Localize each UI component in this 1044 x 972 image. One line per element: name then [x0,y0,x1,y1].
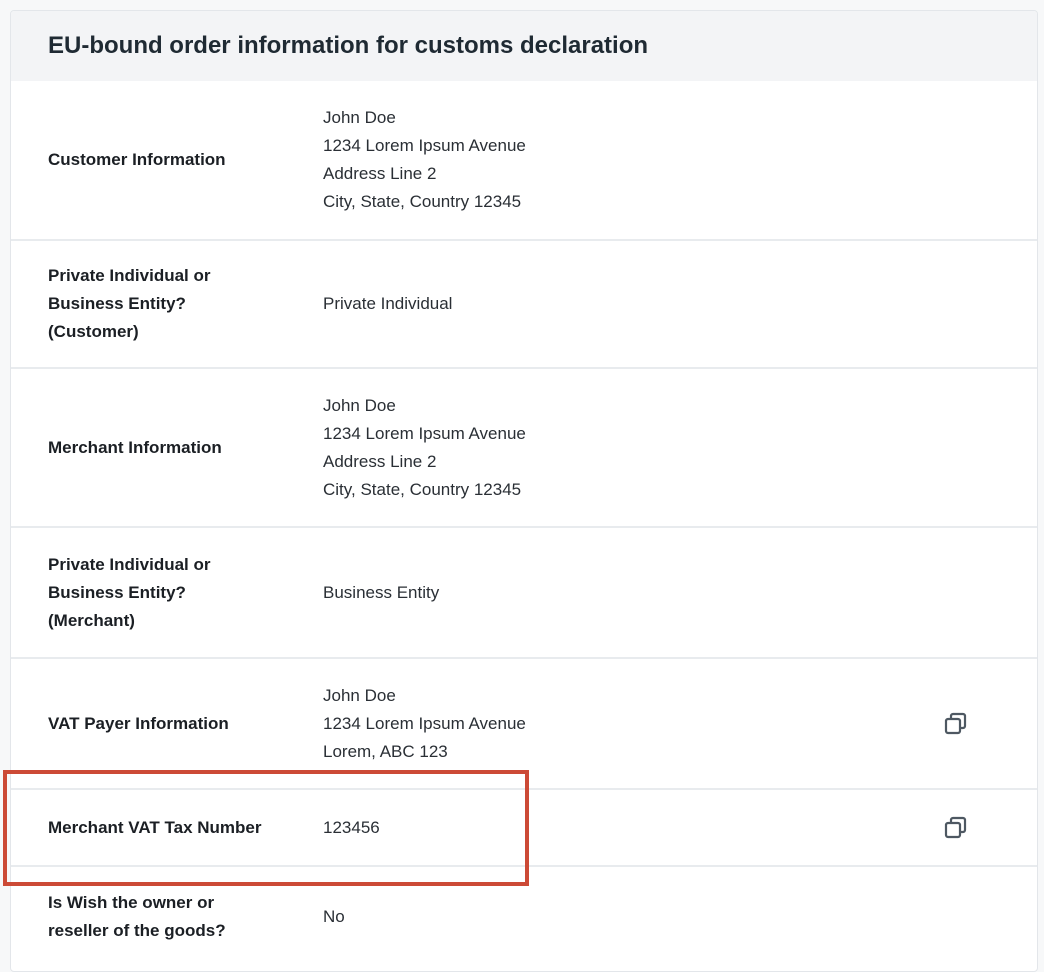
row-label: Merchant VAT Tax Number [48,817,262,837]
row-label: Merchant Information [48,437,222,457]
value-line: City, State, Country 12345 [323,192,522,211]
value-line: John Doe [323,685,396,705]
customs-info-card: EU-bound order information for customs d… [10,10,1038,972]
value-line: John Doe [323,108,396,127]
row-label: Private Individual or Business Entity? (… [48,262,268,346]
label-line: Private Individual or [48,266,211,285]
row-label: Is Wish the owner or reseller of the goo… [48,889,268,945]
row-value: 123456 [323,817,380,837]
copy-icon[interactable] [943,815,969,841]
row-value: John Doe 1234 Lorem Ipsum Avenue Lorem, … [323,682,526,766]
value-line: City, State, Country 12345 [323,479,522,499]
value-line: 1234 Lorem Ipsum Avenue [323,136,526,155]
row-value: Private Individual [323,294,453,313]
copy-icon[interactable] [943,711,969,737]
row-value: John Doe 1234 Lorem Ipsum Avenue Address… [323,104,526,216]
value-line: John Doe [323,395,396,415]
label-line: reseller of the goods? [48,921,226,940]
row-value: John Doe 1234 Lorem Ipsum Avenue Address… [323,392,526,504]
label-line: Is Wish the owner or [48,893,215,912]
table-row-merchant-vat-number: Merchant VAT Tax Number 123456 [11,790,1037,867]
table-row-wish-owner: Is Wish the owner or reseller of the goo… [11,867,1037,967]
label-line: (Customer) [48,322,139,341]
label-line: (Merchant) [48,610,135,630]
table-row-customer-info: Customer Information John Doe 1234 Lorem… [11,81,1037,241]
highlight-box [3,770,529,886]
card-title: EU-bound order information for customs d… [11,11,1037,81]
row-label: Customer Information [48,150,226,169]
value-line: Address Line 2 [323,451,437,471]
value-line: 1234 Lorem Ipsum Avenue [323,423,526,443]
value-line: Lorem, ABC 123 [323,741,448,761]
row-label: Private Individual or Business Entity? (… [48,551,268,635]
table-row-vat-payer: VAT Payer Information John Doe 1234 Lore… [11,659,1037,790]
row-label: VAT Payer Information [48,713,229,733]
label-line: Business Entity? [48,582,186,602]
row-value: Business Entity [323,582,440,602]
row-value: No [323,907,345,926]
value-line: Address Line 2 [323,164,437,183]
label-line: Business Entity? [48,294,186,313]
table-row-customer-entity: Private Individual or Business Entity? (… [11,241,1037,369]
table-row-merchant-entity: Private Individual or Business Entity? (… [11,528,1037,659]
label-line: Private Individual or [48,554,211,574]
table-row-merchant-info: Merchant Information John Doe 1234 Lorem… [11,369,1037,528]
value-line: 1234 Lorem Ipsum Avenue [323,713,526,733]
